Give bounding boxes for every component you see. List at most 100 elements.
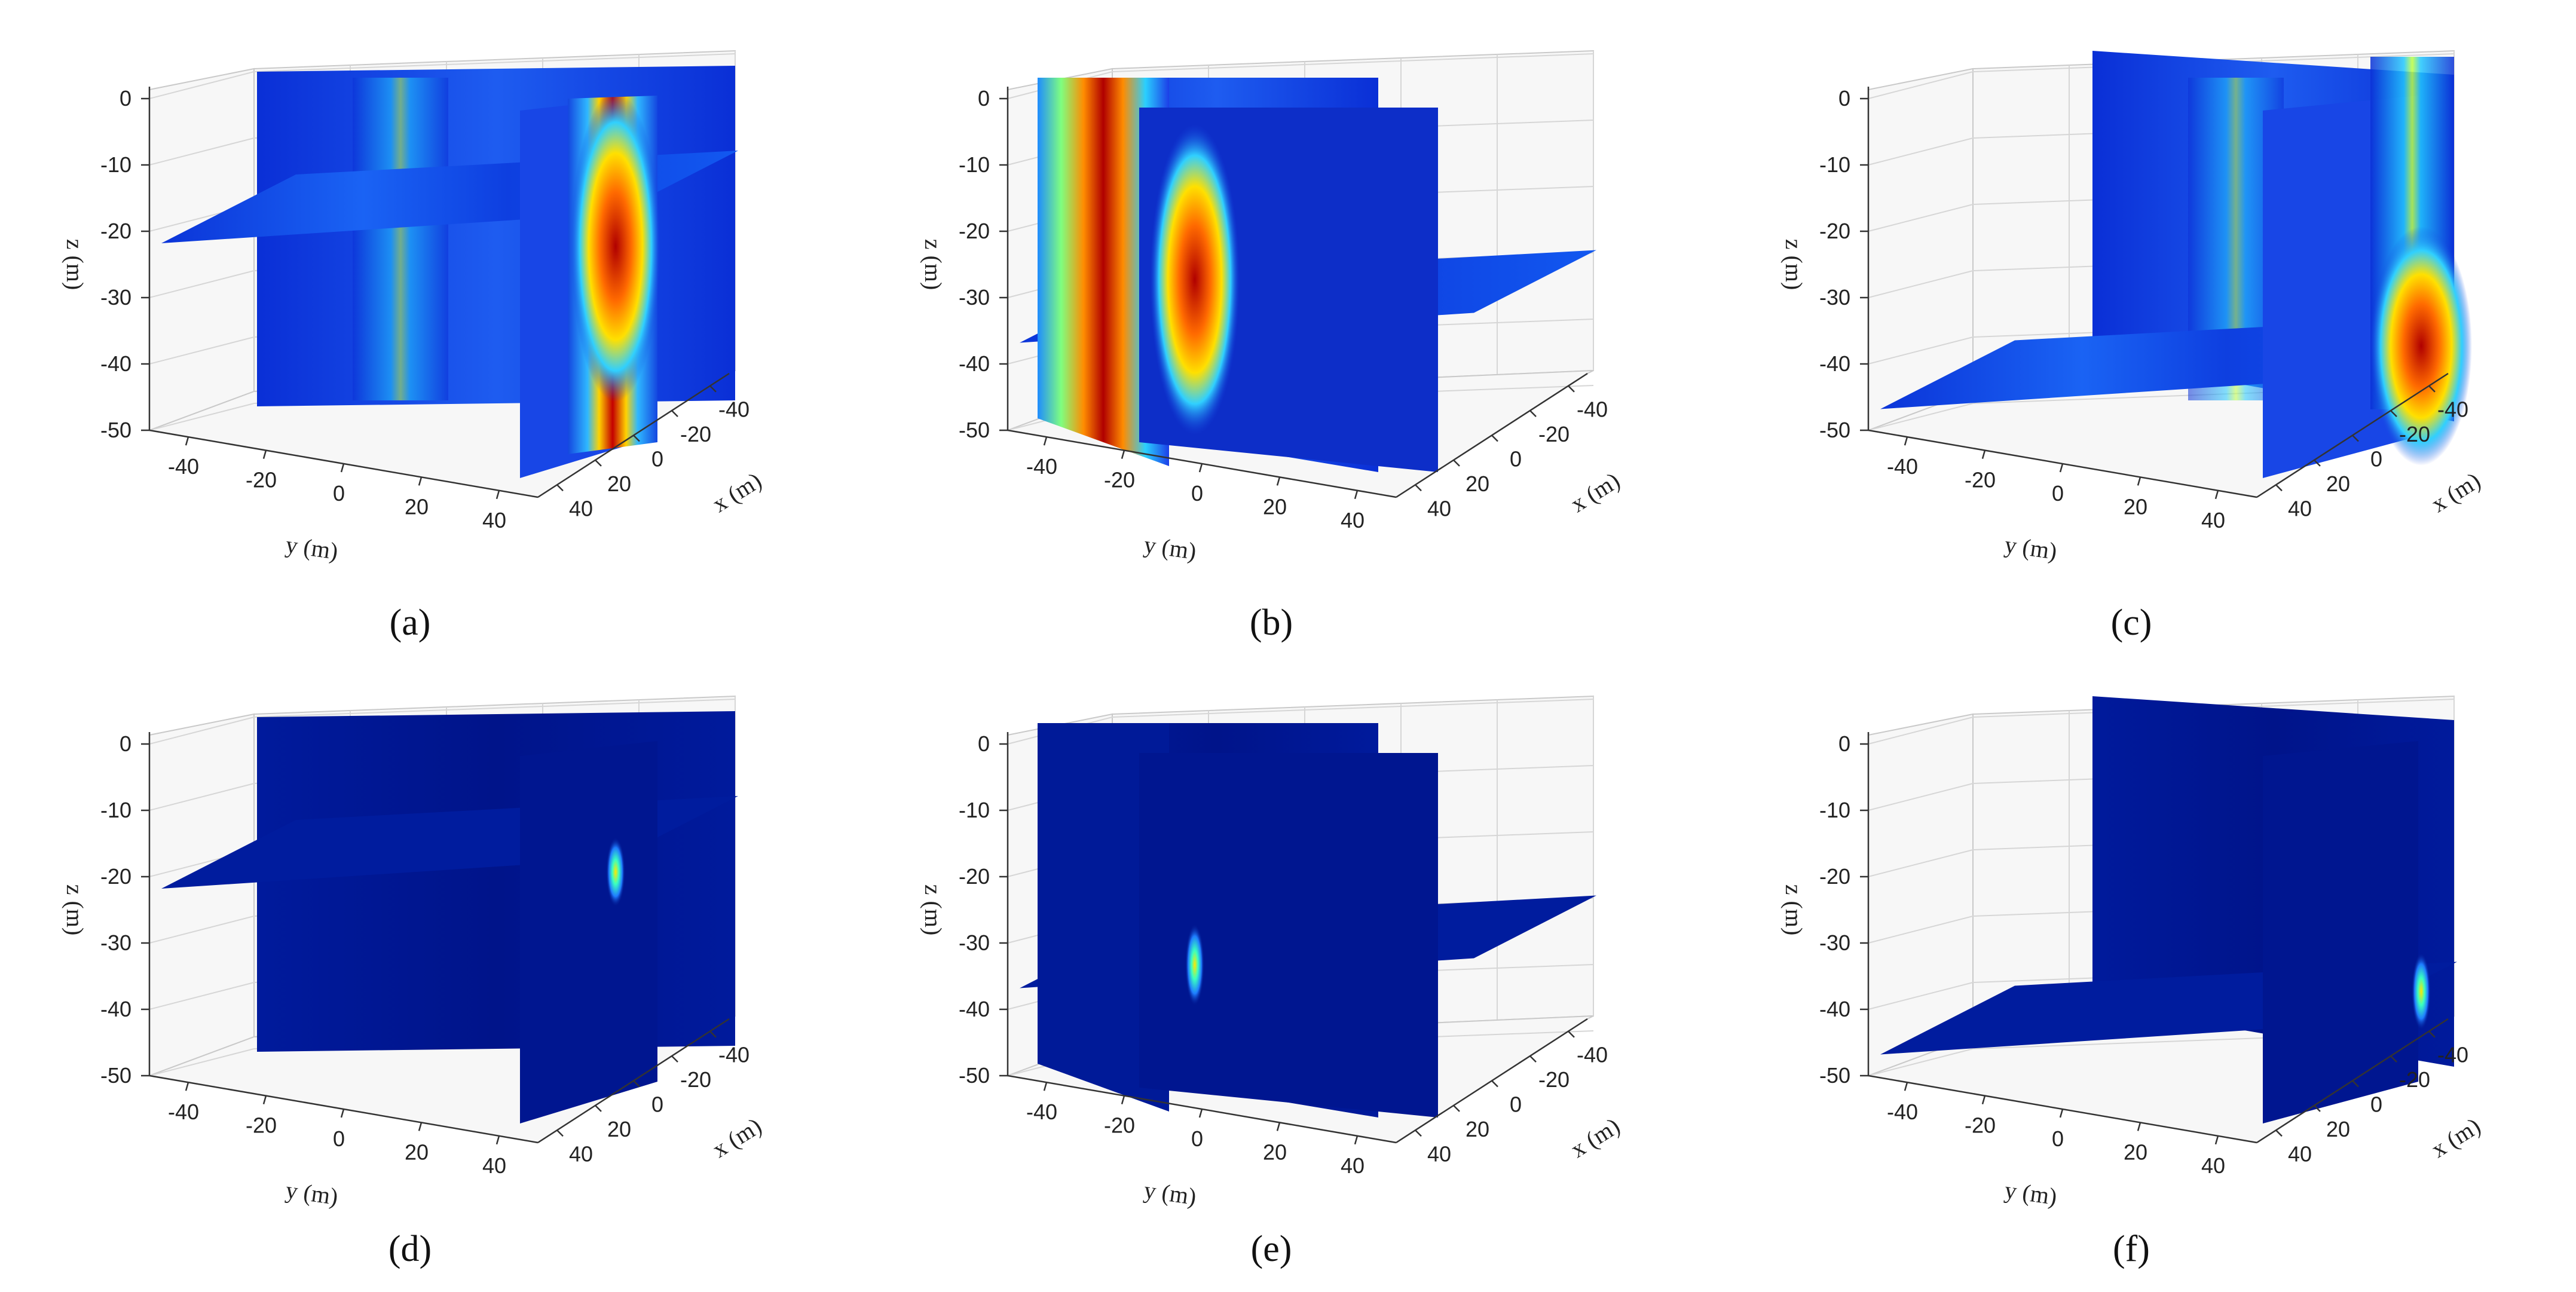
- y-slice-plane: [1038, 723, 1169, 1112]
- x-tick-mark: [2352, 1080, 2359, 1088]
- z-tick-label: -40: [100, 997, 131, 1021]
- z-tick-label: -30: [1819, 930, 1850, 955]
- y-tick-mark: [262, 1095, 267, 1104]
- z-tick-label: 0: [1838, 86, 1850, 111]
- y-tick-label: -20: [1965, 468, 1996, 492]
- y-tick-label: 0: [333, 1126, 345, 1151]
- z-tick-label: -20: [959, 864, 990, 889]
- x-slice-plane: [257, 711, 735, 1052]
- y-tick-mark: [2214, 490, 2219, 500]
- z-tick-label: -30: [100, 930, 131, 955]
- y-tick-mark: [340, 1109, 345, 1118]
- y-tick-label: 40: [2201, 508, 2225, 532]
- x-tick-label: 40: [569, 496, 593, 521]
- anomaly-hotspot: [2412, 952, 2431, 1031]
- anomaly-hotspot: [571, 91, 660, 402]
- y-axis-label: y (m): [2003, 1176, 2058, 1210]
- z-axis-label: z (m): [1780, 884, 1807, 936]
- anomaly-hotspot: [1150, 124, 1240, 435]
- y-tick-label: 40: [1341, 1153, 1365, 1178]
- y-tick-label: -20: [1104, 468, 1135, 492]
- subplot-a: 0 -10 -20 -30 -40 -50 -40 -20 0 20 40 -40 -20 0 20 40 z …: [62, 50, 766, 643]
- z-tick-label: -40: [959, 351, 990, 376]
- y-tick-mark: [1354, 1135, 1359, 1145]
- x-tick-label: -40: [2437, 397, 2468, 422]
- x-tick-mark: [671, 1055, 678, 1063]
- y-axis-label: y (m): [284, 531, 339, 565]
- x-tick-mark: [709, 385, 717, 393]
- x-slice-plane: [257, 66, 735, 406]
- x-tick-mark: [2275, 1129, 2283, 1137]
- x-tick-mark: [1453, 1105, 1460, 1112]
- x-tick-label: 40: [1427, 496, 1451, 521]
- y-tick-mark: [1043, 436, 1048, 446]
- y-tick-label: -40: [1026, 1100, 1057, 1124]
- y-slice-plane: [1038, 78, 1169, 466]
- x-tick-label: -20: [1538, 1067, 1570, 1092]
- x-tick-mark: [1568, 385, 1575, 393]
- x-tick-label: 0: [1510, 447, 1522, 472]
- x-tick-mark: [2275, 484, 2283, 492]
- y-tick-label: -40: [1026, 454, 1057, 479]
- y-tick-mark: [1121, 450, 1125, 459]
- x-tick-mark: [1568, 1030, 1575, 1038]
- y-tick-label: 0: [333, 481, 345, 506]
- x-tick-label: -20: [680, 1067, 711, 1092]
- y-tick-mark: [1276, 477, 1281, 486]
- x-tick-mark: [633, 434, 640, 442]
- x-tick-mark: [1415, 484, 1422, 492]
- z-tick-label: -20: [959, 219, 990, 243]
- y-tick-label: 40: [1341, 508, 1365, 532]
- x-tick-mark: [709, 1030, 717, 1038]
- x-axis-label: x (m): [708, 467, 766, 518]
- x-tick-label: 20: [1466, 1117, 1489, 1141]
- z-tick-label: 0: [120, 86, 131, 111]
- x-axis-label: x (m): [2427, 1112, 2485, 1163]
- subplot-caption: (d): [388, 1229, 432, 1269]
- y-tick-mark: [1121, 1095, 1125, 1104]
- y-tick-label: 20: [1263, 494, 1287, 519]
- x-tick-label: -40: [1577, 397, 1608, 422]
- y-tick-label: -20: [1965, 1113, 1996, 1138]
- y-tick-label: 0: [2052, 481, 2064, 506]
- y-tick-mark: [418, 1122, 423, 1131]
- y-tick-label: -40: [1887, 454, 1918, 479]
- z-tick-label: 0: [1838, 731, 1850, 756]
- z-grid-line: [149, 699, 736, 745]
- y-axis-label: y (m): [284, 1176, 339, 1210]
- y-tick-label: 20: [405, 494, 429, 519]
- y-slice-plane: [520, 741, 657, 1123]
- subplot-d: 0 -10 -20 -30 -40 -50 -40 -20 0 20 40 -40 -20 0 20 40 z …: [62, 695, 766, 1269]
- z-axis-label: z (m): [62, 884, 88, 936]
- z-tick-label: -40: [1819, 351, 1850, 376]
- x-tick-label: 0: [1510, 1092, 1522, 1117]
- y-tick-mark: [495, 1135, 500, 1145]
- x-tick-label: -20: [1538, 422, 1570, 446]
- y-tick-label: 20: [2124, 1140, 2147, 1164]
- z-tick-label: -10: [1819, 152, 1850, 177]
- z-tick-label: -30: [959, 285, 990, 310]
- x-tick-label: 40: [569, 1141, 593, 1166]
- subplot-f: 0 -10 -20 -30 -40 -50 -40 -20 0 20 40 -40 -20 0 20 40 z …: [1780, 695, 2485, 1269]
- y-tick-mark: [340, 463, 345, 473]
- y-tick-mark: [2137, 1122, 2141, 1131]
- x-axis-label: x (m): [1566, 1112, 1624, 1163]
- x-tick-label: 20: [607, 472, 631, 496]
- y-tick-mark: [1981, 1095, 1986, 1104]
- y-tick-mark: [2137, 477, 2141, 486]
- x-tick-mark: [1491, 434, 1498, 442]
- y-tick-label: 20: [1263, 1140, 1287, 1164]
- subplot-c: 0 -10 -20 -30 -40 -50 -40 -20 0 20 40 -40 -20 0 20 40 z …: [1780, 50, 2485, 643]
- anomaly-hotspot: [606, 837, 625, 907]
- z-tick-label: -20: [1819, 864, 1850, 889]
- y-tick-mark: [1198, 1109, 1203, 1118]
- z-tick-label: -40: [959, 997, 990, 1021]
- y-tick-mark: [2059, 463, 2064, 473]
- subplot-caption: (a): [390, 602, 431, 643]
- x-tick-mark: [671, 410, 678, 417]
- x-tick-mark: [633, 1080, 640, 1088]
- x-tick-label: 20: [2326, 472, 2350, 496]
- x-tick-label: 20: [1466, 472, 1489, 496]
- x-tick-mark: [2352, 434, 2359, 442]
